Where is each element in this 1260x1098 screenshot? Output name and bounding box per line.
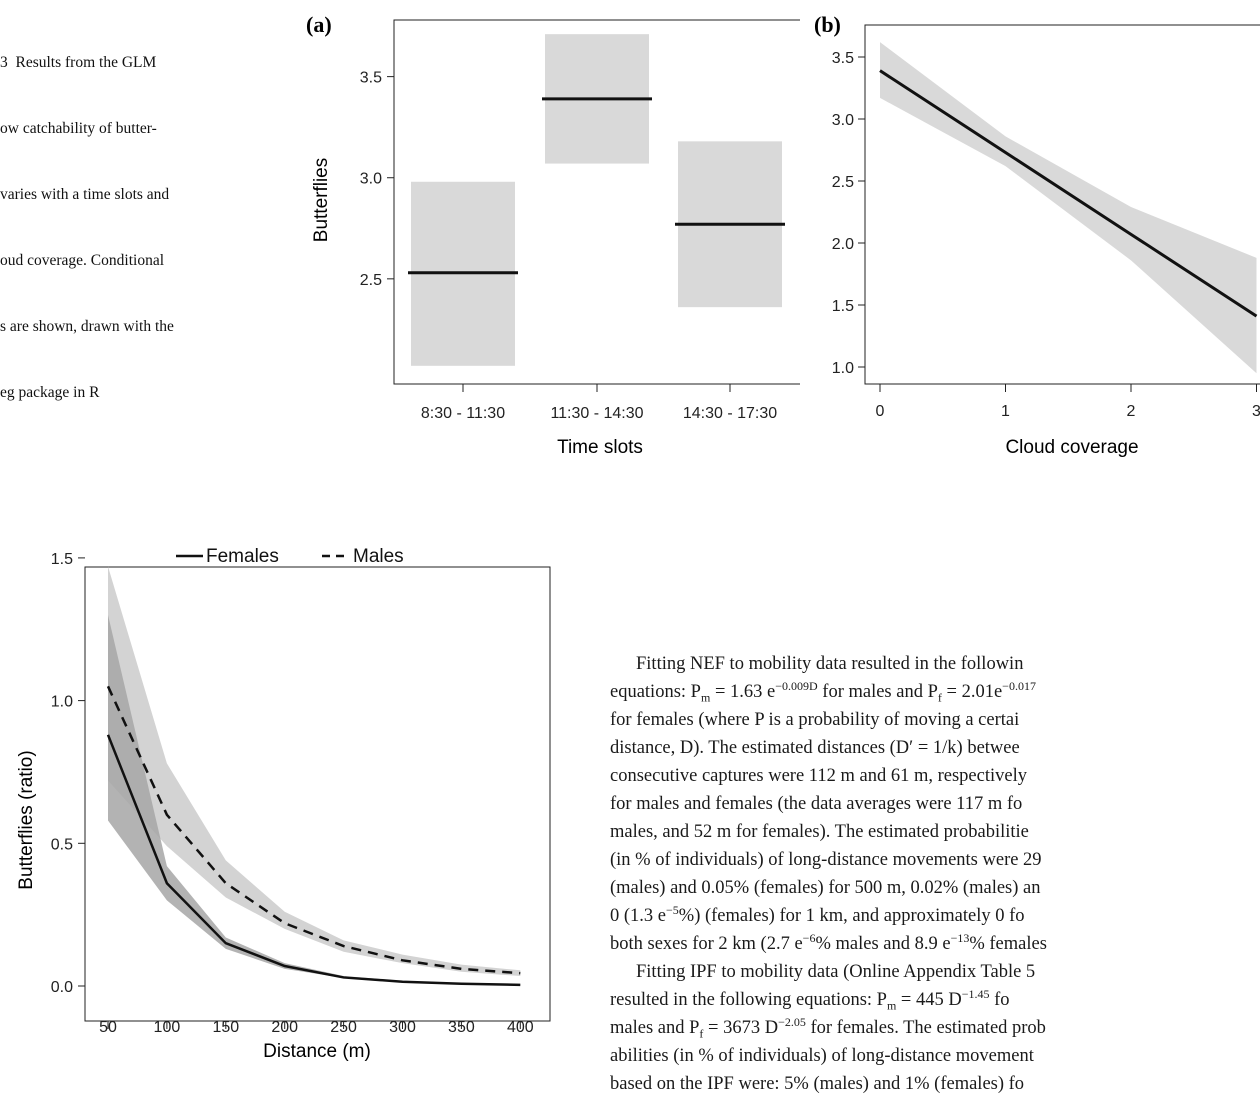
y-tick-label: 1.0 — [832, 360, 854, 377]
y-tick-label: 3.0 — [360, 171, 382, 188]
fit-line — [879, 69, 1258, 318]
paragraph-line: resulted in the following equations: Pm … — [610, 986, 1010, 1013]
paragraph-line: based on the IPF were: 5% (males) and 1%… — [610, 1074, 1025, 1094]
figure-caption: 3 Results from the GLM ow catchability o… — [0, 8, 265, 426]
paragraph-line: both sexes for 2 km (2.7 e−6% males and … — [610, 930, 1047, 954]
y-tick-label: 2.0 — [832, 236, 854, 253]
x-axis-label: Distance (m) — [263, 1041, 371, 1062]
paragraph-line: consecutive captures were 112 m and 61 m… — [610, 766, 1027, 786]
confidence-band-males — [108, 566, 521, 977]
x-tick-label: 50 — [99, 1019, 117, 1036]
x-axis-label: Cloud coverage — [1005, 437, 1138, 458]
plot-frame — [393, 19, 800, 385]
paragraph-line: distance, D). The estimated distances (D… — [610, 738, 1020, 758]
paragraph-line: for females (where P is a probability of… — [610, 710, 1020, 730]
paragraph-line: abilities (in % of individuals) of long-… — [610, 1046, 1034, 1066]
x-tick-label: 350 — [448, 1019, 475, 1036]
y-tick-label: 1.5 — [832, 298, 854, 315]
paragraph-line: 0 (1.3 e−5%) (females) for 1 km, and app… — [610, 902, 1025, 926]
y-tick-label: 2.5 — [832, 174, 854, 191]
body-text: Fitting NEF to mobility data resulted in… — [610, 650, 1260, 1098]
paragraph-line: (in % of individuals) of long-distance m… — [610, 850, 1042, 870]
paragraph-line: for males and females (the data averages… — [610, 794, 1023, 814]
paragraph-line: males, and 52 m for females). The estima… — [610, 822, 1029, 842]
paragraph-line: males and Pf = 3673 D−2.05 for females. … — [610, 1014, 1046, 1041]
chart-b-cloud-coverage: (b) 1.0 1.5 2.0 2.5 3.0 3.5 0 1 2 3 Cloud coverag… — [814, 12, 1260, 458]
y-tick-label: 0.5 — [51, 836, 73, 853]
caption-line: ow catchability of butter- — [0, 120, 157, 137]
paragraph-line: (males) and 0.05% (females) for 500 m, 0… — [610, 878, 1041, 898]
y-tick-label: 2.5 — [360, 272, 382, 289]
y-axis-label: Butterflies (ratio) — [16, 750, 37, 889]
caption-line: oud coverage. Conditional — [0, 252, 164, 269]
paragraph-line: equations: Pm = 1.63 e−0.009D for males … — [610, 678, 1036, 705]
panel-label-a: (a) — [306, 12, 332, 37]
caption-line: 3 Results from the GLM — [0, 54, 157, 71]
y-axis-label: Butterflies — [311, 158, 332, 242]
series-line-females — [106, 734, 521, 987]
x-tick-label: 150 — [212, 1019, 239, 1036]
x-tick-label: 200 — [271, 1019, 298, 1036]
y-tick-label: 3.0 — [832, 112, 854, 129]
caption-line: eg package in R — [0, 384, 100, 401]
series-line-males — [106, 685, 521, 975]
x-tick-label: 0 — [876, 403, 885, 420]
legend-label-males: Males — [353, 546, 404, 567]
x-tick-label: 400 — [507, 1019, 534, 1036]
paragraph-line: Fitting IPF to mobility data (Online App… — [636, 962, 1036, 982]
caption-line: varies with a time slots and — [0, 186, 170, 203]
plot-frame — [84, 566, 551, 1022]
y-tick-label: 1.5 — [51, 551, 73, 568]
caption-line: s are shown, drawn with the — [0, 318, 174, 335]
x-tick-label: 100 — [154, 1019, 181, 1036]
paragraph-line: Fitting NEF to mobility data resulted in… — [636, 654, 1024, 674]
y-tick-label: 0.0 — [51, 979, 73, 996]
x-axis-label: Time slots — [557, 437, 643, 458]
x-tick-label: 1 — [1001, 403, 1010, 420]
x-tick-label: 250 — [330, 1019, 357, 1036]
y-tick-label: 3.5 — [360, 70, 382, 87]
x-tick-label: 14:30 - 17:30 — [683, 405, 777, 422]
legend-label-females: Females — [206, 546, 279, 567]
x-tick-label: 11:30 - 14:30 — [550, 405, 643, 422]
x-tick-label: 3 — [1252, 403, 1260, 420]
panel-label-b: (b) — [814, 12, 841, 37]
plot-frame — [864, 24, 1260, 385]
y-tick-label: 3.5 — [832, 50, 854, 67]
x-tick-label: 8:30 - 11:30 — [421, 405, 505, 422]
chart-a-time-slots: (a) 2.5 3.0 3.5 8:30 - 11:30 11:30 - 14:30 14… — [306, 12, 800, 458]
y-tick-label: 1.0 — [51, 694, 73, 711]
chart-c-distance: Females Males 0.0 0.5 1.0 1.5 50 100 150 200 250 3… — [16, 546, 551, 1062]
x-tick-label: 2 — [1127, 403, 1136, 420]
x-tick-label: 300 — [389, 1019, 416, 1036]
confidence-band — [880, 42, 1257, 374]
